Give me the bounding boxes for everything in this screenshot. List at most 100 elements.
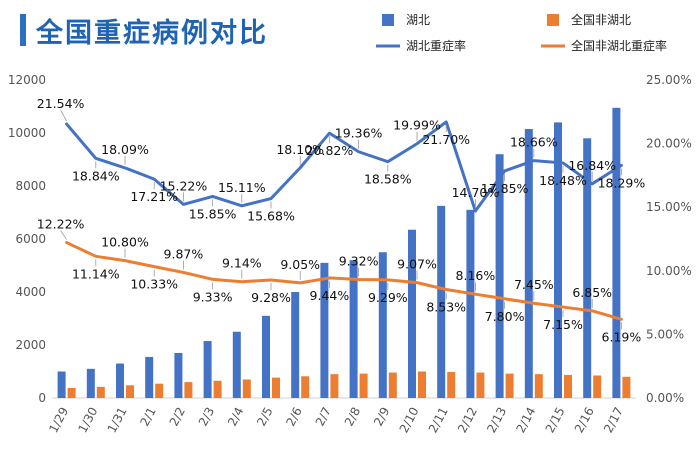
data-label-non-hubei-rate: 9.32% [339, 253, 379, 268]
x-tick-label: 2/10 [397, 405, 422, 435]
bar-non-hubei [330, 374, 339, 398]
data-label-hubei-rate: 15.85% [189, 206, 237, 221]
x-tick-label: 2/12 [455, 405, 480, 435]
x-tick-label: 2/15 [543, 405, 568, 435]
data-label-non-hubei-rate: 7.45% [514, 277, 554, 292]
data-label-hubei-rate: 18.48% [539, 173, 587, 188]
legend-label: 湖北重症率 [406, 38, 466, 53]
data-label-non-hubei-rate: 7.80% [485, 309, 525, 324]
x-tick-label: 2/16 [572, 405, 597, 435]
data-label-hubei-rate: 16.84% [568, 158, 616, 173]
legend-label: 全国非湖北重症率 [571, 38, 667, 53]
data-label-hubei-rate: 21.54% [37, 96, 85, 111]
bar-hubei [145, 356, 154, 398]
data-label-hubei-rate: 21.70% [422, 132, 470, 147]
bar-non-hubei [505, 373, 514, 398]
data-label-hubei-rate: 20.82% [306, 143, 354, 158]
x-tick-label: 2/5 [254, 405, 275, 429]
data-label-non-hubei-rate: 7.15% [543, 317, 583, 332]
bar-hubei [86, 368, 95, 398]
data-label-non-hubei-rate: 9.29% [368, 290, 408, 305]
data-label-non-hubei-rate: 11.14% [72, 266, 120, 281]
x-tick-label: 2/13 [484, 405, 509, 435]
bar-hubei [495, 154, 504, 398]
bar-non-hubei [476, 372, 485, 398]
y-right-tick-label: 5.00% [646, 327, 684, 341]
x-tick-label: 2/2 [167, 405, 188, 429]
line-hubei-rate [65, 120, 623, 213]
data-label-non-hubei-rate: 9.28% [251, 290, 291, 305]
bar-non-hubei [418, 371, 426, 398]
y-right-tick-label: 10.00% [646, 264, 692, 278]
bar-hubei [524, 129, 533, 398]
data-label-non-hubei-rate: 8.53% [426, 299, 466, 314]
data-label-non-hubei-rate: 6.85% [572, 285, 612, 300]
y-right-tick-label: 20.00% [646, 137, 692, 151]
bar-non-hubei [447, 372, 456, 398]
x-tick-label: 2/8 [342, 405, 363, 429]
bar-non-hubei [388, 372, 397, 398]
y-left-tick-label: 2000 [15, 338, 46, 352]
x-tick-label: 2/4 [225, 405, 246, 429]
line-non-hubei-rate [65, 241, 623, 321]
data-label-hubei-rate: 18.84% [72, 168, 120, 183]
data-label-non-hubei-rate: 8.16% [456, 268, 496, 283]
data-label-hubei-rate: 19.36% [335, 126, 383, 141]
y-right-tick-label: 0.00% [646, 391, 684, 405]
data-label-hubei-rate: 17.21% [130, 189, 178, 204]
bar-non-hubei [67, 387, 76, 398]
bar-hubei [291, 292, 300, 398]
x-tick-label: 1/29 [46, 405, 71, 435]
data-label-leader [60, 230, 67, 240]
x-tick-label: 1/31 [105, 405, 130, 435]
data-label-non-hubei-rate: 10.33% [130, 277, 178, 292]
data-label-non-hubei-rate: 10.80% [101, 235, 149, 250]
x-tick-label: 2/1 [137, 405, 158, 429]
bar-hubei [378, 252, 387, 398]
data-label-hubei-rate: 15.68% [247, 209, 295, 224]
y-right-tick-label: 15.00% [646, 200, 692, 214]
data-label-hubei-rate: 18.66% [510, 135, 558, 150]
chart-title: 全国重症病例对比 [36, 18, 268, 49]
data-label-non-hubei-rate: 9.05% [280, 257, 320, 272]
bar-hubei [174, 352, 183, 398]
bar-hubei [437, 205, 446, 398]
bar-hubei [116, 363, 124, 398]
legend-label: 全国非湖北 [571, 12, 631, 27]
x-tick-label: 2/11 [426, 405, 451, 435]
data-label-hubei-rate: 15.11% [218, 180, 266, 195]
data-label-hubei-rate: 18.29% [598, 175, 646, 190]
bar-non-hubei [272, 377, 280, 398]
bar-hubei [554, 122, 562, 399]
bar-hubei [466, 209, 475, 398]
bar-hubei [262, 315, 270, 398]
data-label-hubei-rate: 18.10% [276, 142, 324, 157]
data-label-non-hubei-rate: 9.33% [193, 289, 233, 304]
y-left-tick-label: 6000 [15, 232, 46, 246]
y-left-tick-label: 10000 [8, 126, 46, 140]
y-left-tick-label: 4000 [15, 285, 46, 299]
data-label-non-hubei-rate: 9.14% [222, 256, 262, 271]
data-label-hubei-rate: 17.85% [481, 181, 529, 196]
legend-label: 湖北 [406, 12, 430, 27]
bar-non-hubei [242, 379, 251, 398]
data-label-leader [60, 109, 67, 122]
legend-swatch [382, 14, 394, 26]
x-tick-label: 2/9 [371, 405, 392, 429]
x-tick-label: 2/14 [513, 405, 538, 435]
data-label-hubei-rate: 18.09% [101, 142, 149, 157]
bar-hubei [583, 138, 592, 399]
bar-hubei [408, 229, 416, 398]
x-tick-label: 2/7 [313, 405, 334, 429]
bar-non-hubei [301, 376, 310, 398]
data-label-non-hubei-rate: 6.19% [602, 329, 642, 344]
x-tick-label: 2/6 [283, 405, 304, 429]
x-tick-label: 2/17 [601, 405, 626, 435]
bar-hubei [203, 341, 212, 398]
y-right-tick-label: 25.00% [646, 73, 692, 87]
y-left-tick-label: 0 [38, 391, 46, 405]
bar-hubei [612, 107, 621, 398]
data-label-non-hubei-rate: 9.87% [164, 246, 204, 261]
